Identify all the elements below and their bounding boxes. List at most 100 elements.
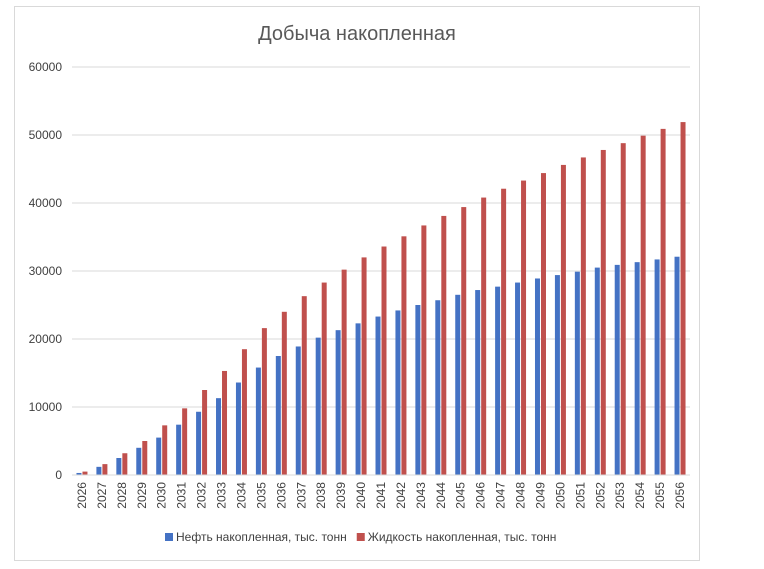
legend-label: Нефть накопленная, тыс. тонн xyxy=(176,530,347,544)
bar-oil xyxy=(196,411,202,475)
bar-liquid xyxy=(481,197,487,475)
bar-liquid xyxy=(202,390,208,475)
x-tick-label: 2027 xyxy=(95,482,109,509)
bar-liquid xyxy=(261,328,267,475)
legend-swatch xyxy=(165,533,173,541)
x-tick-label: 2038 xyxy=(314,482,328,509)
x-axis-ticks: 2026 2027 2028 2029 2030 2031 2032 2033 2034 2035… xyxy=(75,482,687,509)
bar-oil xyxy=(76,472,82,475)
bar-liquid xyxy=(521,180,527,475)
bar-liquid xyxy=(142,441,148,475)
x-tick-label: 2048 xyxy=(514,482,528,509)
y-tick-label: 10000 xyxy=(29,400,63,414)
x-tick-label: 2046 xyxy=(474,482,488,509)
bar-oil xyxy=(116,458,122,475)
x-tick-label: 2029 xyxy=(135,482,149,509)
y-tick-label: 0 xyxy=(55,468,62,482)
bar-oil xyxy=(415,305,421,475)
bars xyxy=(76,122,686,476)
x-tick-label: 2032 xyxy=(195,482,209,509)
bar-liquid xyxy=(281,311,287,475)
y-tick-label: 40000 xyxy=(29,196,63,210)
bar-oil xyxy=(355,323,361,475)
x-tick-label: 2037 xyxy=(294,482,308,509)
bar-liquid xyxy=(401,236,407,475)
bar-liquid xyxy=(600,149,606,475)
y-tick-label: 60000 xyxy=(29,60,63,74)
x-tick-label: 2056 xyxy=(673,482,687,509)
x-tick-label: 2049 xyxy=(533,482,547,509)
x-tick-label: 2031 xyxy=(175,482,189,509)
bar-oil xyxy=(255,367,261,475)
x-tick-label: 2044 xyxy=(434,482,448,509)
x-tick-label: 2041 xyxy=(374,482,388,509)
bar-liquid xyxy=(640,135,646,475)
x-tick-label: 2054 xyxy=(633,482,647,509)
bar-liquid xyxy=(82,471,88,475)
bar-liquid xyxy=(441,215,447,476)
x-tick-label: 2033 xyxy=(215,482,229,509)
bar-oil xyxy=(315,337,321,475)
bar-oil xyxy=(674,256,680,475)
bar-liquid xyxy=(102,464,108,475)
bar-liquid xyxy=(241,349,247,475)
bar-liquid xyxy=(501,188,507,475)
bar-oil xyxy=(475,290,481,475)
bar-oil xyxy=(534,278,540,475)
x-tick-label: 2047 xyxy=(494,482,508,509)
y-tick-label: 20000 xyxy=(29,332,63,346)
x-tick-label: 2051 xyxy=(573,482,587,509)
bar-liquid xyxy=(341,269,347,475)
x-tick-label: 2045 xyxy=(454,482,468,509)
x-tick-label: 2026 xyxy=(75,482,89,509)
bar-oil xyxy=(515,282,521,475)
bar-liquid xyxy=(321,282,327,475)
bar-liquid xyxy=(381,246,387,475)
bar-liquid xyxy=(560,164,566,476)
bar-oil xyxy=(275,356,281,475)
bar-liquid xyxy=(182,408,188,475)
x-tick-label: 2030 xyxy=(155,482,169,509)
bar-liquid xyxy=(461,207,467,475)
bar-oil xyxy=(335,330,341,475)
bar-oil xyxy=(554,275,560,475)
y-axis-ticks: 0 10000 20000 30000 40000 50000 60000 xyxy=(29,60,63,482)
legend: Нефть накопленная, тыс. тонн Жидкость нак… xyxy=(165,530,556,544)
bar-liquid xyxy=(680,122,686,475)
bar-liquid xyxy=(222,370,228,475)
x-tick-label: 2050 xyxy=(553,482,567,509)
bar-oil xyxy=(395,310,401,475)
bar-liquid xyxy=(540,173,546,475)
bar-oil xyxy=(455,294,461,475)
bar-oil xyxy=(295,346,301,475)
bar-oil xyxy=(594,267,600,475)
legend-swatch xyxy=(356,533,365,541)
bar-oil xyxy=(654,259,660,475)
bar-oil xyxy=(495,286,501,475)
bar-oil xyxy=(614,264,620,475)
x-tick-label: 2052 xyxy=(593,482,607,509)
y-tick-label: 50000 xyxy=(29,128,63,142)
x-tick-label: 2034 xyxy=(234,482,248,509)
bar-oil xyxy=(435,300,441,475)
x-tick-label: 2039 xyxy=(334,482,348,509)
bar-liquid xyxy=(301,296,307,475)
chart-title: Добыча накопленная xyxy=(258,23,456,45)
bar-liquid xyxy=(620,143,626,475)
bar-oil xyxy=(136,447,142,475)
y-tick-label: 30000 xyxy=(29,264,63,278)
x-tick-label: 2028 xyxy=(115,482,129,509)
bar-oil xyxy=(176,424,182,475)
bar-oil xyxy=(216,398,222,475)
x-tick-label: 2042 xyxy=(394,482,408,509)
x-tick-label: 2043 xyxy=(414,482,428,509)
gridlines xyxy=(72,66,690,408)
bar-oil xyxy=(96,466,102,475)
bar-oil xyxy=(156,437,162,475)
legend-label: Жидкость накопленная, тыс. тонн xyxy=(368,530,557,544)
bar-oil xyxy=(574,271,580,475)
bar-oil xyxy=(375,316,381,475)
x-tick-label: 2040 xyxy=(354,482,368,509)
bar-liquid xyxy=(660,128,666,475)
